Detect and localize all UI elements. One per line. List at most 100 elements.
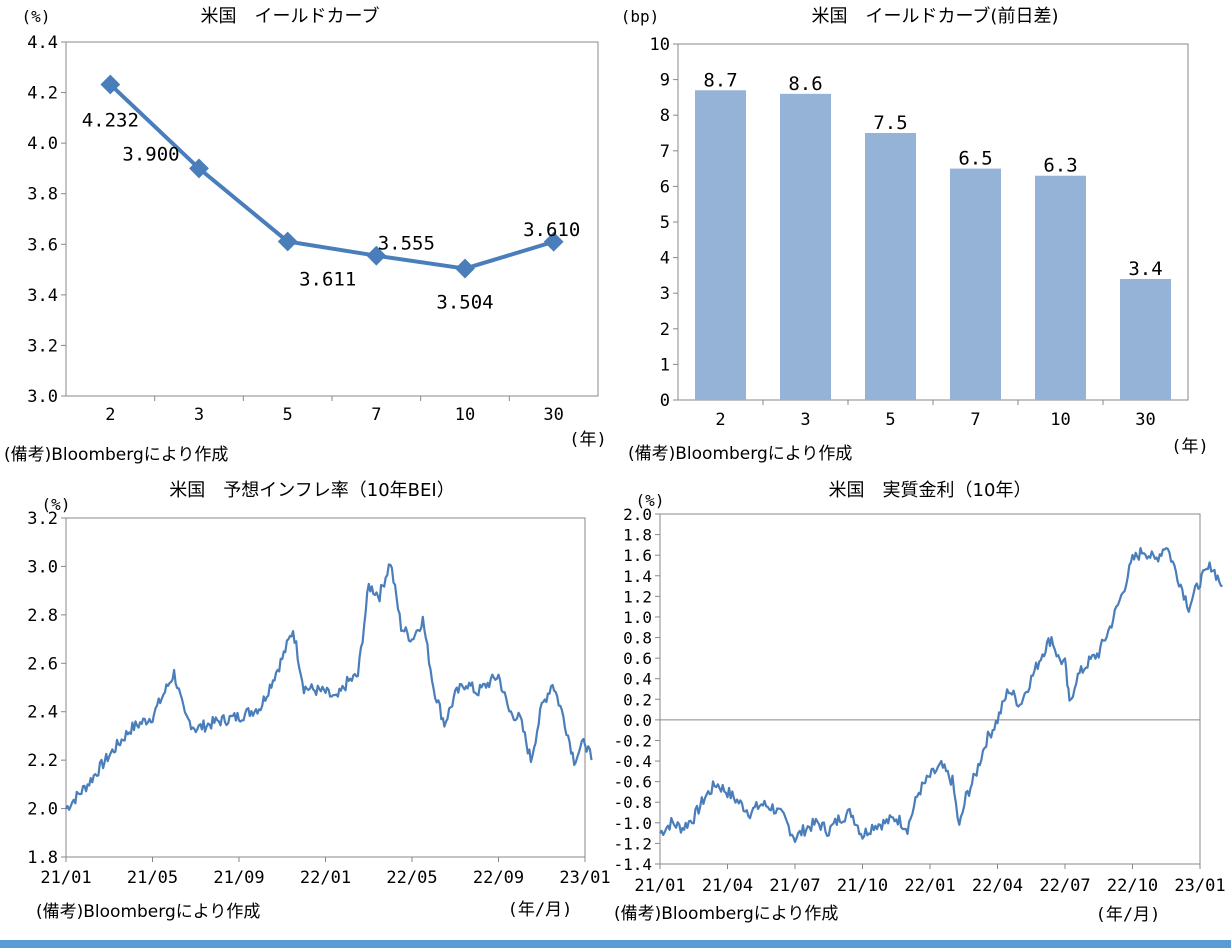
x-axis-unit: (年/月) bbox=[1096, 905, 1161, 925]
y-axis-unit: (%) bbox=[22, 7, 51, 26]
x-tick-label: 23/01 bbox=[559, 868, 610, 888]
chart-title: 米国 イールドカーブ(前日差) bbox=[812, 5, 1059, 27]
y-tick-label: 1.0 bbox=[623, 608, 652, 627]
bottom-rule bbox=[0, 940, 1231, 948]
plot-frame bbox=[659, 513, 1201, 865]
y-tick-label: 2 bbox=[660, 320, 670, 340]
y-axis-unit: (%) bbox=[636, 491, 665, 510]
y-tick-label: 3.6 bbox=[27, 235, 58, 255]
x-tick-label: 3 bbox=[800, 410, 810, 430]
x-tick-label: 21/10 bbox=[837, 876, 888, 896]
x-tick-label: 2 bbox=[105, 405, 115, 425]
x-tick-label: 7 bbox=[970, 410, 980, 430]
data-label: 3.504 bbox=[436, 292, 493, 314]
y-tick-label: 4.4 bbox=[27, 33, 58, 53]
series-line bbox=[108, 83, 555, 271]
x-tick-label: 22/05 bbox=[386, 868, 437, 888]
x-tick-label: 22/01 bbox=[904, 876, 955, 896]
data-label: 8.7 bbox=[703, 69, 737, 91]
data-point bbox=[455, 258, 475, 279]
x-tick-label: 22/10 bbox=[1107, 876, 1158, 896]
data-label: 3.555 bbox=[378, 233, 435, 255]
y-tick-label: 4 bbox=[660, 249, 670, 269]
y-tick-label: 1.8 bbox=[27, 848, 58, 868]
source-note: (備考)Bloombergにより作成 bbox=[36, 902, 260, 922]
chart-real-rate: 米国 実質金利（10年） (%) (年/月) (備考)Bloombergにより作成 2.… bbox=[613, 480, 1225, 925]
x-tick-label: 22/09 bbox=[473, 868, 524, 888]
y-tick-label: 9 bbox=[660, 71, 670, 91]
bar bbox=[950, 168, 1001, 400]
source-note: (備考)Bloombergにより作成 bbox=[614, 904, 838, 924]
y-tick-label: -1.0 bbox=[613, 814, 652, 833]
y-tick-label: 2.0 bbox=[27, 800, 58, 820]
data-label: 3.4 bbox=[1128, 258, 1162, 280]
x-tick-label: 3 bbox=[194, 405, 204, 425]
chart-yield-curve: 米国 イールドカーブ (%) (年) (備考)Bloombergにより作成 4.4 4.2… bbox=[4, 5, 607, 465]
y-tick-label: 8 bbox=[660, 106, 670, 126]
x-tick-label: 30 bbox=[543, 405, 563, 425]
y-tick-label: 1 bbox=[660, 355, 670, 375]
data-label: 3.610 bbox=[523, 219, 580, 241]
bar bbox=[1035, 175, 1086, 400]
y-tick-label: 3.0 bbox=[27, 387, 58, 407]
bar bbox=[865, 133, 916, 400]
y-tick-label: 2.4 bbox=[27, 703, 58, 723]
source-note: (備考)Bloombergにより作成 bbox=[628, 444, 852, 464]
y-tick-label: 0.2 bbox=[623, 690, 652, 709]
x-tick-label: 5 bbox=[885, 410, 895, 430]
data-label: 3.900 bbox=[122, 143, 179, 165]
y-tick-label: 0.6 bbox=[623, 649, 652, 668]
source-note: (備考)Bloombergにより作成 bbox=[4, 445, 228, 465]
y-tick-label: 2.8 bbox=[27, 606, 58, 626]
y-axis-unit: (%) bbox=[42, 495, 71, 514]
x-tick-label: 21/07 bbox=[769, 876, 820, 896]
y-tick-label: 10 bbox=[650, 35, 670, 55]
plot-frame bbox=[65, 41, 599, 397]
chart-title: 米国 実質金利（10年） bbox=[829, 480, 1032, 501]
x-tick-label: 21/01 bbox=[40, 868, 91, 888]
plot-frame bbox=[677, 43, 1189, 401]
y-tick-label: 0.4 bbox=[623, 670, 652, 689]
y-tick-label: 0.0 bbox=[623, 711, 652, 730]
y-tick-label: -0.8 bbox=[613, 793, 652, 812]
y-tick-label: 3.2 bbox=[27, 509, 58, 529]
y-axis-unit: (bp) bbox=[621, 7, 660, 26]
data-point bbox=[277, 231, 298, 252]
y-tick-label: 3.0 bbox=[27, 557, 58, 577]
y-tick-label: 0.8 bbox=[623, 629, 652, 648]
chart-title: 米国 予想インフレ率（10年BEI） bbox=[169, 480, 454, 501]
y-tick-label: -1.4 bbox=[613, 855, 652, 874]
y-tick-label: 2.2 bbox=[27, 751, 58, 771]
y-tick-label: 3.2 bbox=[27, 336, 58, 356]
y-tick-label: 7 bbox=[660, 142, 670, 162]
y-tick-label: 1.6 bbox=[623, 546, 652, 565]
x-tick-label: 21/09 bbox=[213, 868, 264, 888]
x-tick-label: 10 bbox=[455, 405, 475, 425]
plot-frame bbox=[65, 517, 586, 858]
y-tick-label: 3 bbox=[660, 284, 670, 304]
y-tick-label: -0.6 bbox=[613, 773, 652, 792]
x-tick-label: 2 bbox=[715, 410, 725, 430]
data-label: 8.6 bbox=[788, 73, 822, 95]
y-tick-label: 2.0 bbox=[623, 505, 652, 524]
y-tick-label: 3.8 bbox=[27, 185, 58, 205]
x-axis-unit: (年/月) bbox=[508, 900, 573, 920]
y-tick-label: 1.8 bbox=[623, 526, 652, 545]
bar bbox=[780, 93, 831, 400]
x-tick-label: 21/01 bbox=[634, 876, 685, 896]
y-tick-label: -1.2 bbox=[613, 834, 652, 853]
y-tick-label: 0 bbox=[660, 391, 670, 411]
y-tick-label: 1.4 bbox=[623, 567, 652, 586]
x-tick-label: 10 bbox=[1050, 410, 1070, 430]
series-line bbox=[659, 546, 1223, 844]
data-label: 6.3 bbox=[1043, 155, 1077, 177]
data-label: 6.5 bbox=[958, 148, 992, 170]
bar bbox=[695, 90, 746, 400]
x-tick-label: 23/01 bbox=[1174, 876, 1225, 896]
data-point bbox=[189, 158, 209, 179]
y-tick-label: -0.2 bbox=[613, 731, 652, 750]
y-tick-label: 3.4 bbox=[27, 286, 58, 306]
y-tick-label: 4.0 bbox=[27, 134, 58, 154]
x-axis-unit: (年) bbox=[1171, 437, 1208, 457]
